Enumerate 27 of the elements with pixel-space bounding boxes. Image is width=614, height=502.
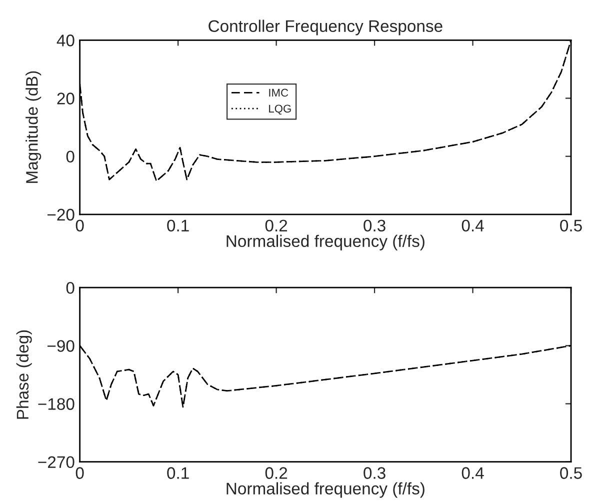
x-tick-label: 0.2 (265, 467, 288, 479)
y-tick-label: 40 (56, 34, 74, 46)
x-tick-label: 0.5 (560, 467, 582, 479)
y-axis-title: Magnitude (dB) (26, 71, 42, 183)
x-axis-title: Normalised frequency (f/fs) (226, 234, 424, 250)
x-tick-label: 0.3 (364, 467, 386, 479)
y-tick-label: −270 (38, 456, 74, 468)
legend-label: IMC (269, 88, 288, 97)
y-axis-title: Phase (deg) (16, 330, 32, 419)
y-tick-label: 0 (66, 282, 74, 294)
y-tick-label: 0 (66, 150, 74, 163)
x-tick-label: 0.1 (167, 220, 189, 232)
y-tick-label: −20 (48, 208, 74, 221)
y-tick-label: −180 (38, 398, 74, 410)
x-tick-label: 0.1 (167, 467, 189, 479)
x-tick-label: 0.4 (462, 467, 484, 479)
y-tick-label: 20 (57, 92, 74, 104)
x-tick-label: 0.2 (265, 220, 288, 232)
x-tick-label: 0 (76, 467, 84, 479)
x-axis-title: Normalised frequency (f/fs) (226, 482, 424, 498)
x-tick-label: 0.4 (462, 220, 484, 232)
x-tick-label: 0 (76, 220, 84, 232)
chart-title: Controller Frequency Response (208, 20, 442, 36)
y-tick-label: −90 (48, 340, 74, 352)
x-tick-label: 0.3 (364, 220, 386, 232)
legend-label: LQG (269, 104, 291, 115)
x-tick-label: 0.5 (560, 220, 582, 232)
